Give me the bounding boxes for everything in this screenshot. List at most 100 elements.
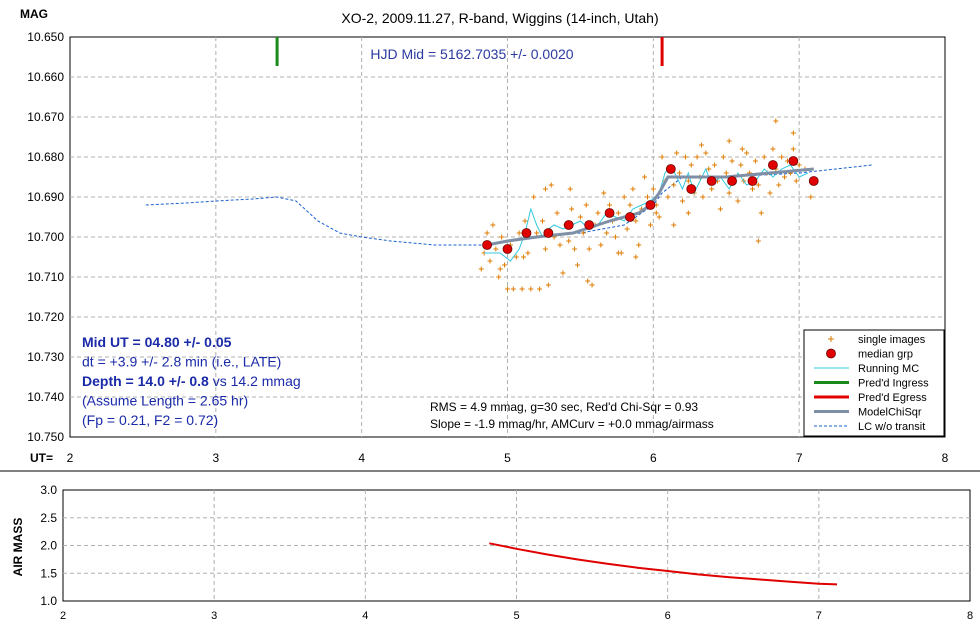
single-image-point [598, 242, 604, 248]
median-group-point [625, 212, 635, 222]
airmass-x-tick-label: 5 [513, 610, 519, 622]
single-image-point [633, 218, 639, 224]
stats-line: Slope = -1.9 mmag/hr, AMCurv = +0.0 mmag… [430, 417, 714, 431]
y-tick-label: 10.650 [27, 30, 64, 44]
x-axis-label: UT= [30, 451, 53, 465]
median-group-point [788, 156, 799, 166]
median-group-point [502, 244, 513, 254]
airmass-y-tick-label: 1.0 [40, 594, 57, 608]
single-image-point [726, 190, 732, 196]
median-group-point [686, 184, 697, 194]
single-image-point [796, 162, 802, 168]
chart-title: XO-2, 2009.11.27, R-band, Wiggins (14-in… [341, 10, 658, 26]
single-image-point [510, 286, 516, 292]
single-image-point [519, 286, 525, 292]
single-image-point [700, 194, 706, 200]
info-line: Mid UT = 04.80 +/- 0.05 [82, 334, 232, 350]
x-tick-label: 2 [67, 451, 74, 465]
single-image-point [739, 146, 745, 152]
single-image-point [505, 286, 510, 292]
single-image-point [537, 286, 543, 292]
single-image-point [770, 146, 776, 152]
y-axis-label: MAG [20, 7, 48, 21]
info-line: Depth = 14.0 +/- 0.8 vs 14.2 mmag [82, 373, 301, 389]
legend-label: Running MC [858, 363, 919, 375]
single-image-point [490, 222, 496, 228]
single-image-point [580, 230, 586, 236]
single-image-point [513, 254, 519, 260]
airmass-x-tick-label: 8 [967, 610, 973, 622]
single-image-point [583, 202, 589, 208]
y-tick-label: 10.660 [27, 70, 64, 84]
airmass-x-tick-label: 3 [211, 610, 217, 622]
median-group-point [768, 160, 778, 170]
x-tick-label: 6 [650, 451, 657, 465]
single-image-point [595, 210, 601, 216]
single-image-point [645, 194, 650, 200]
lc-wo-transit-line [145, 164, 873, 246]
single-image-point [729, 158, 735, 164]
single-image-point [709, 186, 715, 192]
single-image-point [604, 230, 610, 236]
single-image-point [717, 206, 723, 212]
single-image-point [548, 182, 554, 188]
single-image-point [484, 230, 490, 236]
median-group-point [604, 208, 615, 218]
single-image-point [572, 246, 578, 252]
legend-marker-cross [828, 336, 834, 342]
single-image-point [630, 186, 636, 192]
single-image-point [752, 158, 758, 164]
info-line: (Assume Length = 2.65 hr) [82, 393, 248, 409]
airmass-x-tick-label: 6 [665, 610, 671, 622]
single-image-point [723, 170, 729, 176]
single-image-point [744, 150, 750, 156]
y-tick-label: 10.700 [27, 230, 64, 244]
median-group-point [645, 200, 656, 210]
y-tick-label: 10.720 [27, 310, 64, 324]
single-image-point [577, 214, 583, 220]
single-image-point [738, 162, 744, 168]
single-image-point [712, 162, 718, 168]
x-tick-label: 8 [942, 451, 949, 465]
single-image-point [790, 130, 796, 136]
single-image-point [487, 258, 493, 264]
single-image-point [575, 262, 580, 268]
y-tick-label: 10.740 [27, 390, 64, 404]
single-image-point [585, 278, 591, 284]
legend-label: Pred'd Ingress [858, 378, 929, 390]
single-image-point [496, 274, 502, 280]
single-image-point [569, 206, 575, 212]
single-image-point [566, 238, 572, 244]
single-image-point [682, 154, 688, 160]
single-image-point [703, 150, 709, 156]
single-image-point [521, 254, 527, 260]
x-tick-label: 4 [358, 451, 365, 465]
single-image-point [671, 222, 677, 228]
y-tick-label: 10.710 [27, 270, 64, 284]
single-image-point [545, 282, 551, 288]
single-image-point [542, 186, 548, 192]
single-image-point [671, 182, 677, 188]
single-image-point [627, 202, 633, 208]
median-group-point [482, 240, 492, 250]
single-image-point [542, 246, 548, 252]
single-image-point [499, 234, 505, 240]
single-image-point [656, 214, 662, 220]
airmass-y-tick-label: 1.5 [40, 566, 57, 580]
single-image-point [767, 190, 773, 196]
single-image-point [779, 154, 785, 160]
single-image-point [776, 182, 782, 188]
single-image-point [615, 250, 621, 256]
single-image-point [478, 266, 484, 272]
y-tick-label: 10.730 [27, 350, 64, 364]
single-image-point [633, 254, 639, 260]
stats-line: RMS = 4.9 mmag, g=30 sec, Red'd Chi-Sqr … [430, 400, 698, 414]
single-image-point [647, 222, 653, 228]
single-image-point [497, 266, 503, 272]
median-group-point [808, 176, 819, 186]
single-image-point [624, 226, 630, 232]
airmass-x-tick-label: 2 [60, 610, 66, 622]
single-image-point [493, 246, 499, 252]
airmass-y-tick-label: 2.5 [40, 511, 57, 525]
